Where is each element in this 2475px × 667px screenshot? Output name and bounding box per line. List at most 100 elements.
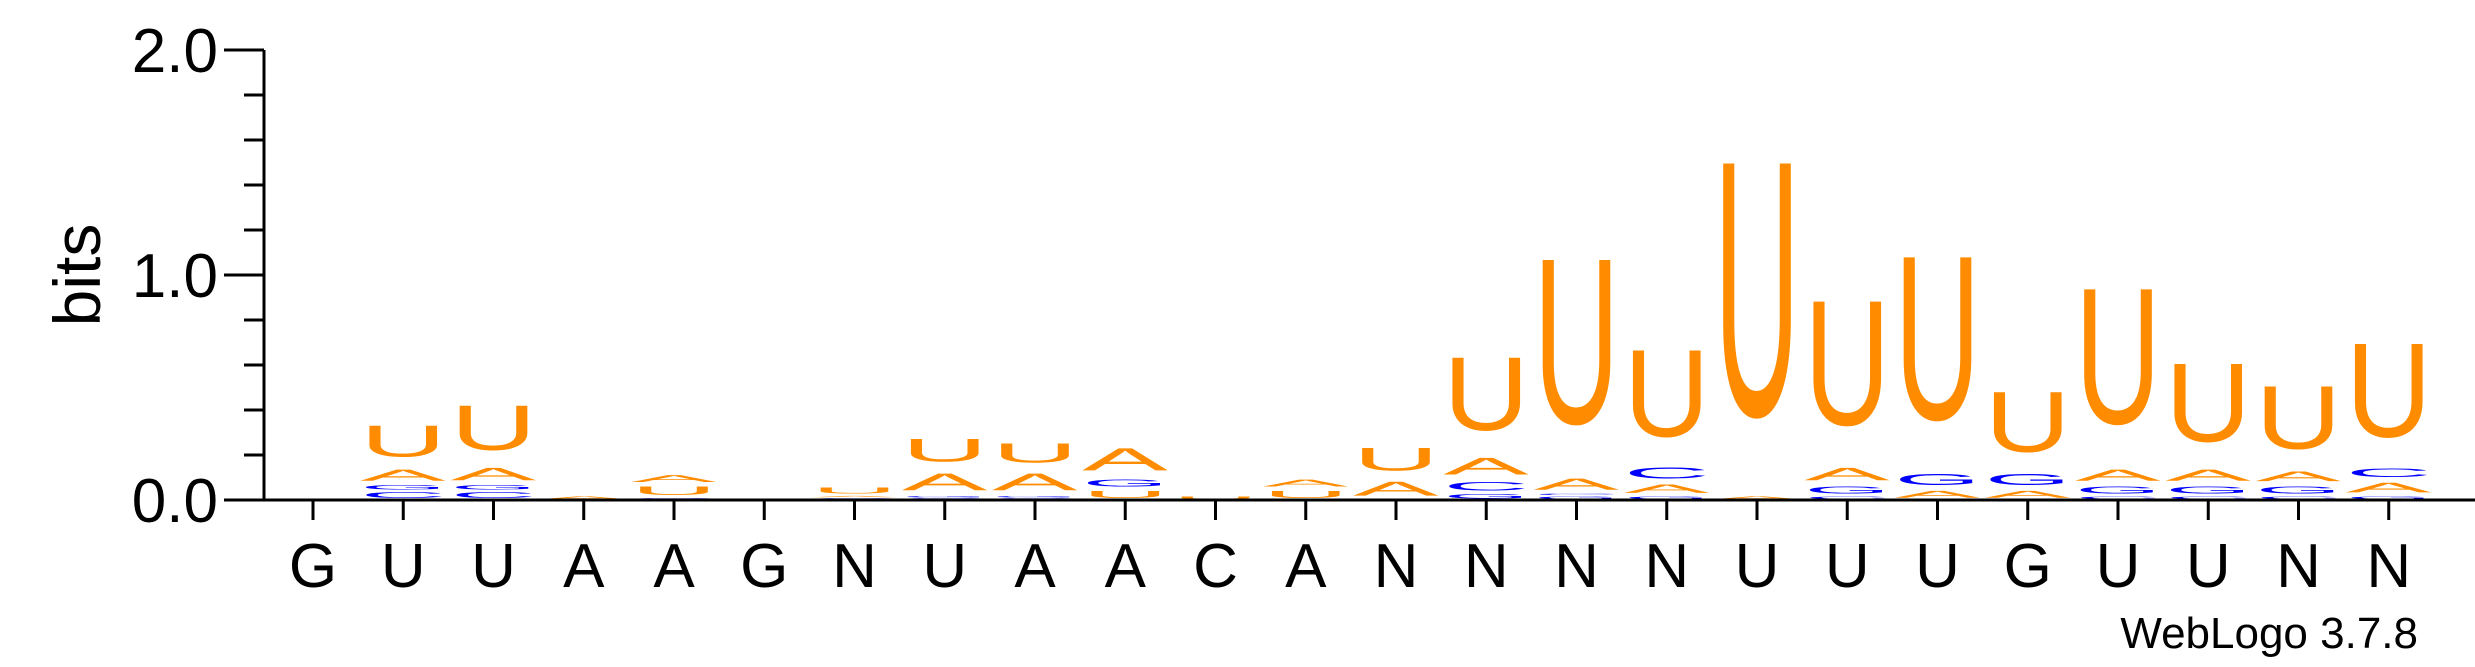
logo-letter-A: A	[1263, 478, 1349, 489]
x-tick-label: G	[2004, 532, 2052, 601]
logo-letter-G: G	[1082, 477, 1168, 488]
logo-letter-A: A	[2165, 466, 2251, 484]
logo-letter-A: A	[2346, 480, 2432, 496]
x-tick-label: G	[740, 532, 788, 601]
x-tick-label: U	[1825, 532, 1870, 601]
logo-letter-U: U	[1534, 208, 1620, 473]
logo-letter-U: U	[812, 486, 898, 495]
logo-letter-G: G	[451, 484, 537, 491]
logo-letter-U: U	[1082, 489, 1168, 500]
logo-letter-A: A	[812, 496, 898, 498]
logo-letter-U: U	[1804, 263, 1890, 463]
logo-letter-U: U	[360, 417, 446, 466]
logo-letter-G: G	[2075, 484, 2161, 495]
logo-letter-C: C	[1443, 480, 1529, 494]
logo-letter-A: A	[1804, 464, 1890, 484]
logo-letter-A: A	[992, 468, 1078, 495]
logo-letter-U: U	[1173, 495, 1259, 499]
x-tick-label: U	[381, 532, 426, 601]
x-tick-label: U	[2096, 532, 2141, 601]
letter-stacks: CGAUCGAUACUACAUCGAUCGAUUGAUUAAUGCAUGCAUG…	[360, 84, 2432, 500]
logo-letter-U: U	[631, 484, 717, 498]
x-tick-label: N	[1374, 532, 1419, 601]
logo-letter-C: C	[1804, 495, 1890, 499]
logo-letter-U: U	[2256, 367, 2342, 468]
logo-letter-U: U	[1263, 489, 1349, 500]
logo-letter-A: A	[902, 468, 988, 495]
x-tick-label: A	[1014, 532, 1056, 601]
logo-letter-A: A	[1533, 475, 1619, 493]
logo-letter-G: G	[1534, 495, 1620, 500]
x-tick-label: U	[1735, 532, 1780, 601]
logo-letter-C: C	[1534, 493, 1620, 495]
logo-letter-U: U	[1714, 84, 1800, 493]
x-tick-label: A	[1105, 532, 1147, 601]
x-tick-label: A	[1285, 532, 1327, 601]
logo-letter-C: C	[2165, 495, 2251, 499]
logo-letter-A: A	[1714, 496, 1800, 500]
logo-letter-G: G	[992, 495, 1078, 497]
x-tick-label: N	[1554, 532, 1599, 601]
logo-letter-U: U	[902, 433, 988, 469]
x-tick-label: N	[2366, 532, 2411, 601]
logo-letter-C: C	[2346, 466, 2432, 480]
y-tick-label: 2.0	[132, 17, 218, 86]
logo-letter-U: U	[1895, 207, 1981, 469]
x-tick-label: N	[1644, 532, 1689, 601]
logo-letter-G: G	[1443, 493, 1529, 500]
logo-letter-G: G	[1804, 484, 1890, 495]
logo-letter-A: A	[1353, 478, 1440, 500]
logo-letter-U: U	[1624, 324, 1710, 463]
logo-letter-G: G	[2256, 484, 2342, 495]
logo-letter-U: U	[1985, 375, 2071, 471]
logo-letter-C: C	[2075, 495, 2161, 499]
x-tick-label: N	[832, 532, 877, 601]
logo-letter-A: A	[2075, 466, 2161, 484]
logo-letter-U: U	[450, 392, 536, 464]
x-tick-label: N	[1464, 532, 1509, 601]
logo-letter-A: A	[1443, 453, 1529, 480]
y-axis-label: bits	[40, 224, 114, 327]
logo-letter-A: A	[631, 473, 717, 484]
x-tick-label: U	[471, 532, 516, 601]
x-tick-label: N	[2276, 532, 2321, 601]
logo-letter-C: C	[1624, 464, 1710, 482]
logo-letter-U: U	[2075, 248, 2161, 465]
logo-letter-A: A	[2255, 469, 2341, 485]
logo-letter-C: C	[2256, 495, 2342, 499]
x-tick-label: A	[653, 532, 695, 601]
x-tick-label: U	[2186, 532, 2231, 601]
y-tick-label: 1.0	[132, 242, 218, 311]
logo-letter-A: A	[541, 496, 627, 500]
y-axis-ticks: 0.0 1.0 2.0	[132, 17, 264, 536]
logo-letter-U: U	[1353, 442, 1439, 478]
logo-letter-A: A	[1985, 489, 2071, 500]
logo-letter-A: A	[1082, 441, 1168, 477]
x-tick-label: U	[922, 532, 967, 601]
logo-letter-A: A	[451, 464, 537, 484]
y-tick-label: 0.0	[132, 467, 218, 536]
logo-letter-G: G	[1624, 495, 1710, 500]
logo-letter-G: G	[2346, 495, 2432, 500]
logo-letter-U: U	[1443, 336, 1529, 453]
logo-letter-G: G	[360, 484, 446, 491]
x-tick-label: U	[1915, 532, 1960, 601]
weblogo-credit: WebLogo 3.7.8	[2120, 609, 2418, 658]
x-tick-label: C	[1193, 532, 1238, 601]
logo-letter-A: A	[1624, 482, 1710, 495]
logo-letter-A: A	[1895, 489, 1981, 500]
logo-letter-G: G	[1985, 471, 2071, 489]
logo-letter-U: U	[2346, 315, 2432, 465]
logo-letter-A: A	[360, 466, 446, 484]
logo-letter-C: C	[451, 491, 537, 500]
logo-letter-U: U	[2165, 340, 2251, 466]
logo-letter-U: U	[992, 437, 1078, 468]
logo-letter-G: G	[902, 495, 988, 497]
x-tick-label: A	[563, 532, 605, 601]
logo-letter-C: C	[360, 491, 446, 500]
x-tick-label: G	[289, 532, 337, 601]
logo-letter-G: G	[2165, 484, 2251, 495]
logo-letter-G: G	[1895, 471, 1981, 489]
